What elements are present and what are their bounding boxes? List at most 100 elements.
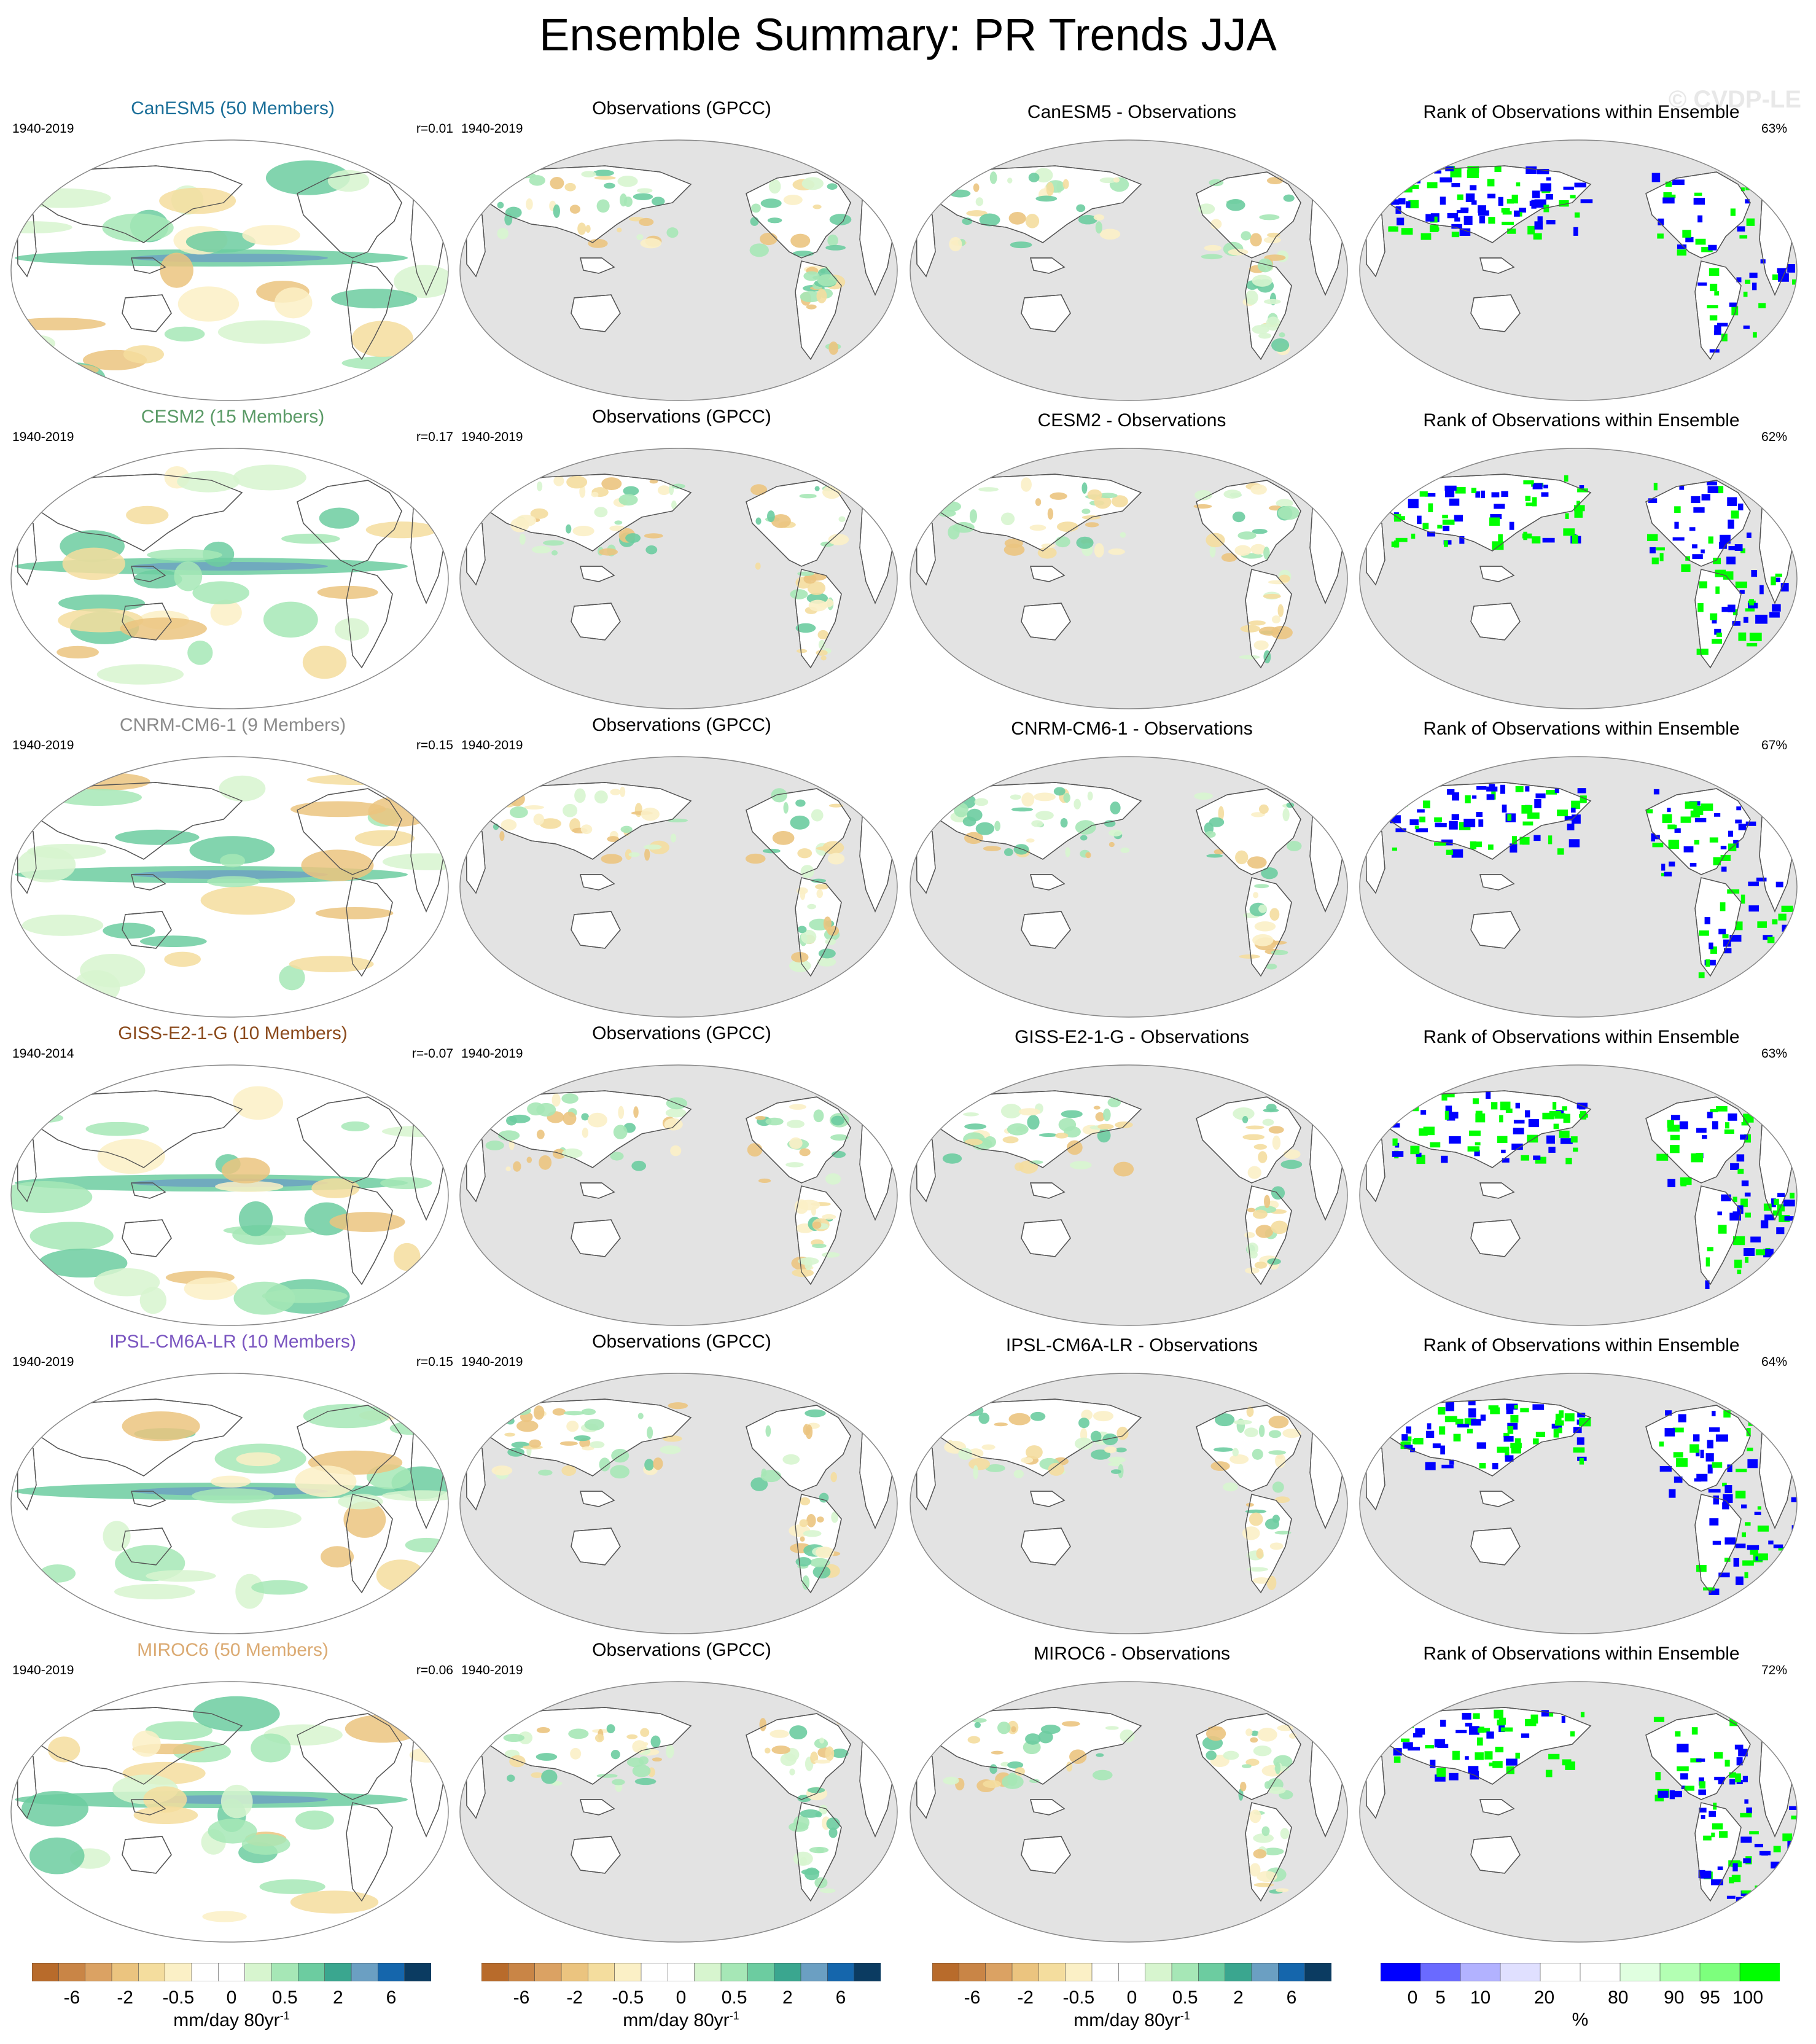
colorbar-swatch bbox=[508, 1962, 536, 1982]
colorbar-swatch bbox=[1225, 1962, 1252, 1982]
rank-percent-label: 62% bbox=[1761, 430, 1787, 444]
colorbar-swatch bbox=[111, 1962, 139, 1982]
map-panel-rank: Rank of Observations within Ensemble 62% bbox=[1357, 407, 1806, 714]
colorbar-tick-label: -2 bbox=[117, 1987, 133, 2008]
model-panel-title: IPSL-CM6A-LR (10 Members) bbox=[109, 1332, 356, 1352]
colorbar-swatches bbox=[932, 1962, 1332, 1982]
colorbar-swatch bbox=[1039, 1962, 1066, 1982]
model-panel-title: GISS-E2-1-G (10 Members) bbox=[118, 1023, 348, 1043]
difference-panel-title: IPSL-CM6A-LR - Observations bbox=[1005, 1335, 1258, 1356]
colorbar-tick-label: 5 bbox=[1435, 1987, 1446, 2008]
colorbar-tick-label: 10 bbox=[1470, 1987, 1491, 2008]
colorbar-tick-label: 0 bbox=[1126, 1987, 1137, 2008]
rank-panel-title: Rank of Observations within Ensemble bbox=[1423, 1644, 1740, 1664]
colorbar-swatch bbox=[800, 1962, 828, 1982]
colorbar-swatch bbox=[1619, 1962, 1661, 1982]
rank-panel-title: Rank of Observations within Ensemble bbox=[1423, 1335, 1740, 1356]
colorbar-swatch bbox=[1118, 1962, 1146, 1982]
period-label: 1940-2019 bbox=[12, 1663, 74, 1677]
colorbar-swatch bbox=[932, 1962, 960, 1982]
pattern-correlation-label: r=-0.07 bbox=[411, 1047, 453, 1061]
colorbar-swatch bbox=[324, 1962, 352, 1982]
map-panel-obs: Observations (GPCC) 1940-2019 bbox=[458, 715, 906, 1022]
colorbar-swatch bbox=[959, 1962, 986, 1982]
colorbar-swatch bbox=[774, 1962, 801, 1982]
colorbar-swatch bbox=[1198, 1962, 1226, 1982]
diff-trend-map bbox=[910, 756, 1348, 1018]
period-label: 1940-2019 bbox=[461, 122, 523, 136]
map-panel-rank: Rank of Observations within Ensemble 67% bbox=[1357, 715, 1806, 1022]
obs-trend-map bbox=[459, 1064, 898, 1326]
colorbar-swatch bbox=[404, 1962, 432, 1982]
colorbar-swatches bbox=[1380, 1962, 1780, 1982]
rank-percent-label: 72% bbox=[1761, 1663, 1787, 1677]
colorbar-swatch bbox=[1500, 1962, 1541, 1982]
colorbar-swatch bbox=[1304, 1962, 1332, 1982]
model-panel-title: CanESM5 (50 Members) bbox=[131, 98, 335, 119]
rank-percent-label: 67% bbox=[1761, 738, 1787, 752]
rank-trend-map bbox=[1359, 448, 1798, 709]
colorbar-unit-label: mm/day 80yr-1 bbox=[173, 2010, 290, 2030]
colorbar-swatch bbox=[1251, 1962, 1279, 1982]
colorbar-tick-label: -6 bbox=[513, 1987, 530, 2008]
model-panel-title: CNRM-CM6-1 (9 Members) bbox=[119, 715, 346, 735]
colorbar-swatch bbox=[1699, 1962, 1740, 1982]
model-trend-colorbar: -6 -2 -0.5 0 0.5 2 6 mm/day 80yr-1 bbox=[31, 1962, 432, 2030]
period-label: 1940-2019 bbox=[461, 430, 523, 444]
period-label: 1940-2019 bbox=[461, 738, 523, 752]
colorbar-swatch bbox=[1065, 1962, 1093, 1982]
pattern-correlation-label: r=0.17 bbox=[416, 430, 453, 444]
colorbar-swatch bbox=[854, 1962, 881, 1982]
rank-percent-label: 64% bbox=[1761, 1355, 1787, 1369]
difference-panel-title: CESM2 - Observations bbox=[1037, 410, 1226, 431]
map-panel-obs: Observations (GPCC) 1940-2019 bbox=[458, 1023, 906, 1330]
colorbar-tick-label: 0 bbox=[676, 1987, 687, 2008]
obs-panel-title: Observations (GPCC) bbox=[592, 407, 771, 427]
colorbar-tick-label: -0.5 bbox=[1062, 1987, 1095, 2008]
model-trend-map bbox=[10, 1064, 449, 1326]
model-trend-map bbox=[10, 139, 449, 401]
rank-trend-map bbox=[1359, 1681, 1798, 1943]
model-trend-map bbox=[10, 1373, 449, 1634]
colorbar-swatch bbox=[720, 1962, 749, 1982]
colorbar-swatch bbox=[244, 1962, 272, 1982]
colorbar-swatch bbox=[165, 1962, 192, 1982]
colorbar-swatch bbox=[1091, 1962, 1120, 1982]
colorbar-swatch bbox=[1145, 1962, 1172, 1982]
obs-trend-map bbox=[459, 1373, 898, 1634]
colorbar-swatch bbox=[534, 1962, 562, 1982]
obs-panel-title: Observations (GPCC) bbox=[592, 1023, 771, 1043]
model-panel-title: CESM2 (15 Members) bbox=[141, 407, 325, 427]
map-panel-rank: Rank of Observations within Ensemble 63% bbox=[1357, 1023, 1806, 1330]
difference-panel-title: GISS-E2-1-G - Observations bbox=[1015, 1027, 1249, 1047]
map-panel-rank: Rank of Observations within Ensemble 72% bbox=[1357, 1640, 1806, 1947]
colorbar-swatch bbox=[641, 1962, 669, 1982]
colorbar-swatch bbox=[1278, 1962, 1306, 1982]
map-panel-model: CanESM5 (50 Members) 1940-2019 r=0.01 bbox=[9, 98, 457, 405]
colorbar-swatch bbox=[561, 1962, 589, 1982]
colorbar-tick-label: 2 bbox=[332, 1987, 343, 2008]
map-panel-model: CESM2 (15 Members) 1940-2019 r=0.17 bbox=[9, 407, 457, 714]
pattern-correlation-label: r=0.01 bbox=[416, 122, 453, 136]
colorbar-tick-label: -6 bbox=[964, 1987, 981, 2008]
rank-percent-label: 63% bbox=[1761, 122, 1787, 136]
diff-trend-map bbox=[910, 448, 1348, 709]
difference-panel-title: MIROC6 - Observations bbox=[1033, 1644, 1231, 1664]
period-label: 1940-2014 bbox=[12, 1047, 74, 1061]
colorbar-swatch bbox=[694, 1962, 722, 1982]
rank-trend-map bbox=[1359, 1064, 1798, 1326]
rank-colorbar: 0 5 10 20 80 90 95 100% bbox=[1380, 1962, 1780, 2030]
colorbar-swatch bbox=[1739, 1962, 1780, 1982]
colorbar-tick-label: 100 bbox=[1732, 1987, 1764, 2008]
model-trend-map bbox=[10, 756, 449, 1018]
difference-panel-title: CNRM-CM6-1 - Observations bbox=[1011, 719, 1253, 739]
colorbar-tick-label: -0.5 bbox=[162, 1987, 195, 2008]
colorbar-unit-label: % bbox=[1572, 2010, 1589, 2030]
colorbar-swatch bbox=[1580, 1962, 1621, 1982]
rank-panel-title: Rank of Observations within Ensemble bbox=[1423, 410, 1740, 431]
colorbar-tick-label: -2 bbox=[1017, 1987, 1034, 2008]
colorbar-swatch bbox=[351, 1962, 379, 1982]
period-label: 1940-2019 bbox=[461, 1355, 523, 1369]
colorbar-swatch bbox=[218, 1962, 246, 1982]
colorbar-tick-label: 2 bbox=[782, 1987, 793, 2008]
